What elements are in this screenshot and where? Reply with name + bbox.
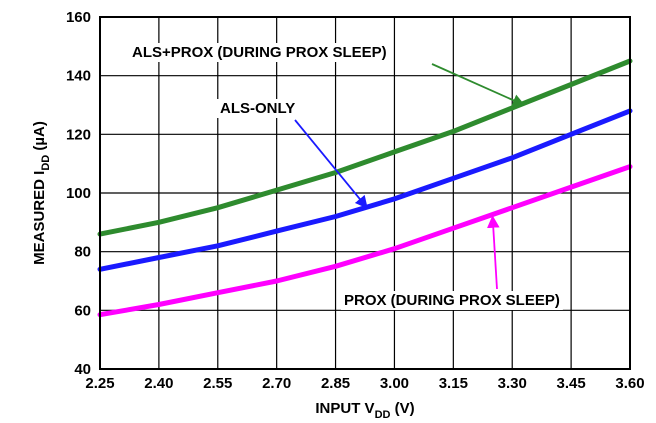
series-0-point xyxy=(392,150,396,154)
y-axis-title-main: MEASURED I xyxy=(31,171,48,265)
x-tick-label: 3.45 xyxy=(557,375,586,392)
x-tick-label: 2.40 xyxy=(144,375,173,392)
annotation-arrow xyxy=(294,119,368,209)
series-1-point xyxy=(216,244,220,248)
x-tick-label: 3.30 xyxy=(498,375,527,392)
annotation-arrow xyxy=(431,63,526,107)
annotation-label: PROX (DURING PROX SLEEP) xyxy=(344,292,560,309)
series-1-point xyxy=(157,256,161,260)
y-tick-label: 40 xyxy=(74,361,91,378)
annotation-label: ALS-ONLY xyxy=(220,100,295,117)
annotation-arrow xyxy=(486,215,500,290)
y-tick-label: 100 xyxy=(66,185,91,202)
annotation-background xyxy=(341,291,563,310)
series-1-point xyxy=(392,197,396,201)
y-tick-label: 120 xyxy=(66,126,91,143)
series-layer xyxy=(97,58,633,318)
series-1-point xyxy=(451,176,455,180)
x-axis-title-sub: DD xyxy=(375,409,391,421)
series-line-2 xyxy=(97,164,633,318)
series-2-point xyxy=(392,247,396,251)
x-tick-label: 3.60 xyxy=(615,375,644,392)
series-0-point xyxy=(275,188,279,192)
y-axis-title-sub: DD xyxy=(40,155,52,171)
y-axis-title-unit: (µA) xyxy=(31,121,48,155)
annotation-label: ALS+PROX (DURING PROX SLEEP) xyxy=(132,44,387,61)
y-tick-label: 160 xyxy=(66,9,91,26)
x-axis-title-unit: (V) xyxy=(390,400,414,417)
y-tick-labels: 40 60 80 100 120 140 160 xyxy=(66,9,91,378)
series-2-point xyxy=(157,302,161,306)
series-0-point xyxy=(157,220,161,224)
series-0-point xyxy=(216,206,220,210)
series-1-point xyxy=(334,214,338,218)
series-1-point xyxy=(569,132,573,136)
annotation-background xyxy=(129,43,390,62)
annotation-background xyxy=(217,99,299,118)
x-tick-label: 3.00 xyxy=(380,375,409,392)
series-0-point xyxy=(451,129,455,133)
y-axis-title: MEASURED IDD (µA) xyxy=(31,121,52,265)
x-tick-label: 2.70 xyxy=(262,375,291,392)
x-tick-label: 2.25 xyxy=(85,375,114,392)
series-2-point xyxy=(275,279,279,283)
series-line-0 xyxy=(97,58,633,237)
series-2-point xyxy=(334,264,338,268)
annotation-layer: ALS+PROX (DURING PROX SLEEP) ALS-ONLY PROX… xyxy=(129,43,563,310)
series-1-point xyxy=(510,156,514,160)
series-2-point xyxy=(216,291,220,295)
series-0-point xyxy=(569,82,573,86)
series-1-point xyxy=(275,229,279,233)
x-tick-labels: 2.25 2.40 2.55 2.70 2.85 3.00 3.15 3.30 3.45 3.60 xyxy=(85,375,644,392)
x-tick-label: 2.85 xyxy=(321,375,350,392)
y-tick-label: 60 xyxy=(74,302,91,319)
x-tick-label: 2.55 xyxy=(203,375,232,392)
series-2-point xyxy=(451,226,455,230)
series-0-point xyxy=(510,106,514,110)
y-tick-label: 140 xyxy=(66,68,91,85)
x-axis-title: INPUT VDD (V) xyxy=(315,400,414,421)
x-tick-label: 3.15 xyxy=(439,375,468,392)
plot-frame xyxy=(99,16,631,370)
series-2-point xyxy=(510,206,514,210)
x-axis-title-main: INPUT V xyxy=(315,400,374,417)
y-tick-label: 80 xyxy=(74,244,91,261)
series-2-point xyxy=(569,185,573,189)
